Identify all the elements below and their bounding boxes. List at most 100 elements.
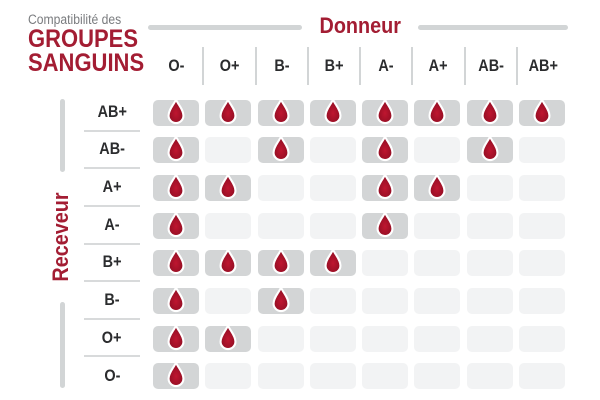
cell-O+-O+: [202, 320, 254, 358]
cell-B+-AB-: [464, 245, 516, 283]
cell-AB+-A-: [359, 94, 411, 132]
donor-col-O+: O+: [202, 47, 254, 85]
receiver-row-label: O-: [103, 366, 121, 386]
incompatible-box: [205, 287, 252, 314]
blood-drop-icon: [376, 210, 394, 237]
cell-B+-B-: [255, 245, 307, 283]
receiver-row-A-: A-: [84, 207, 140, 245]
donor-col-B+: B+: [306, 47, 359, 85]
incompatible-box: [362, 250, 409, 277]
cell-B+-A-: [359, 245, 411, 283]
receiver-row-label: O+: [102, 327, 122, 347]
incompatible-box: [518, 250, 565, 277]
incompatible-box: [309, 325, 356, 352]
incompatible-box: [518, 137, 565, 164]
cell-AB--B-: [255, 132, 307, 170]
incompatible-box: [205, 137, 252, 164]
cell-B--O-: [150, 282, 202, 320]
donor-col-AB-: AB-: [463, 47, 516, 85]
incompatible-box: [362, 325, 409, 352]
cell-A--AB+: [516, 207, 568, 245]
cell-AB--AB+: [516, 132, 568, 170]
cell-AB+-AB-: [464, 94, 516, 132]
cell-A--A-: [359, 207, 411, 245]
incompatible-box: [309, 363, 356, 390]
incompatible-box: [466, 325, 513, 352]
donor-col-label: B+: [324, 56, 344, 75]
cell-AB--O-: [150, 132, 202, 170]
donor-col-A-: A-: [359, 47, 411, 85]
incompatible-box: [414, 287, 461, 314]
receiver-row-label: A+: [102, 177, 122, 197]
cell-B--A+: [411, 282, 463, 320]
blood-drop-icon: [324, 248, 342, 275]
cell-B+-A+: [411, 245, 463, 283]
cell-O--AB-: [464, 357, 516, 395]
infographic-title: Compatibilité des GROUPES SANGUINS: [28, 12, 158, 77]
cell-B--B+: [307, 282, 359, 320]
donor-columns: O- O+ B- B+ A- A+ AB- AB+: [150, 47, 568, 85]
blood-drop-icon: [272, 286, 290, 313]
receiver-line-bottom: [60, 302, 65, 388]
cell-B+-AB+: [516, 245, 568, 283]
blood-drop-icon: [272, 135, 290, 162]
receiver-row-B+: B+: [84, 245, 140, 283]
cell-A--O-: [150, 207, 202, 245]
cell-AB+-O+: [202, 94, 254, 132]
donor-line-right: [418, 25, 568, 30]
cell-A+-AB+: [516, 169, 568, 207]
cell-A+-AB-: [464, 169, 516, 207]
incompatible-box: [257, 212, 304, 239]
title-line2: SANGUINS: [28, 49, 145, 77]
blood-drop-icon: [428, 173, 446, 200]
cell-AB+-O-: [150, 94, 202, 132]
incompatible-box: [205, 212, 252, 239]
donor-col-B-: B-: [254, 47, 307, 85]
receiver-line-top: [60, 99, 65, 172]
incompatible-box: [466, 250, 513, 277]
blood-drop-icon: [481, 97, 499, 124]
cell-AB--O+: [202, 132, 254, 170]
receiver-row-AB+: AB+: [84, 94, 140, 132]
donor-col-A+: A+: [411, 47, 463, 85]
cell-AB--B+: [307, 132, 359, 170]
receiver-row-label: AB+: [97, 101, 127, 121]
blood-drop-icon: [533, 97, 551, 124]
blood-drop-icon: [167, 248, 185, 275]
receiver-row-label: B-: [104, 289, 120, 309]
cell-AB--AB-: [464, 132, 516, 170]
cell-O--O+: [202, 357, 254, 395]
cell-B--O+: [202, 282, 254, 320]
incompatible-box: [466, 175, 513, 202]
receiver-row-O-: O-: [84, 357, 140, 395]
incompatible-box: [414, 137, 461, 164]
cell-B--AB+: [516, 282, 568, 320]
cell-A+-O+: [202, 169, 254, 207]
donor-axis-label: Donneur: [319, 13, 401, 38]
blood-drop-icon: [167, 323, 185, 350]
incompatible-box: [518, 212, 565, 239]
incompatible-box: [205, 363, 252, 390]
incompatible-box: [362, 363, 409, 390]
donor-col-label: A+: [428, 56, 448, 75]
cell-A+-A-: [359, 169, 411, 207]
incompatible-box: [518, 287, 565, 314]
incompatible-box: [466, 212, 513, 239]
receiver-row-label: AB-: [99, 139, 125, 159]
receiver-row-label: A-: [104, 214, 120, 234]
cell-O+-AB+: [516, 320, 568, 358]
blood-drop-icon: [219, 173, 237, 200]
incompatible-box: [257, 175, 304, 202]
cell-A--B-: [255, 207, 307, 245]
cell-O+-AB-: [464, 320, 516, 358]
donor-col-label: O-: [168, 56, 185, 75]
incompatible-box: [414, 250, 461, 277]
cell-A--A+: [411, 207, 463, 245]
cell-O--B+: [307, 357, 359, 395]
incompatible-box: [518, 325, 565, 352]
cell-O--A+: [411, 357, 463, 395]
cell-AB--A-: [359, 132, 411, 170]
blood-drop-icon: [376, 173, 394, 200]
incompatible-box: [466, 363, 513, 390]
cell-O+-B-: [255, 320, 307, 358]
